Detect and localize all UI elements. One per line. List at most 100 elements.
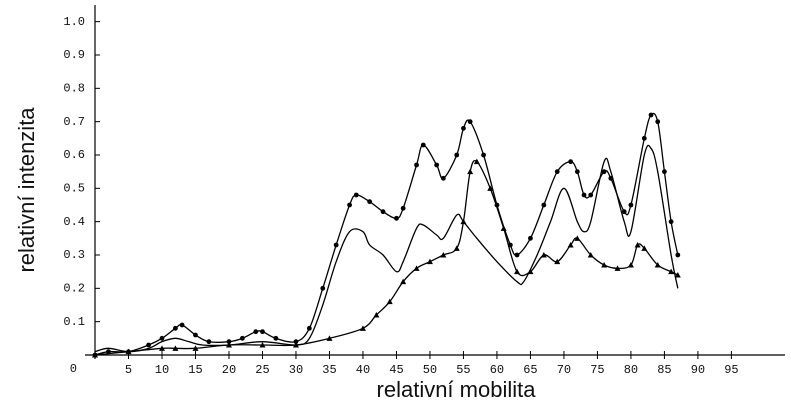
point-marker bbox=[273, 335, 279, 341]
point-marker bbox=[440, 252, 447, 258]
point-marker bbox=[179, 322, 185, 328]
y-tick-label: 0.6 bbox=[63, 148, 85, 162]
x-tick-label: 80 bbox=[624, 363, 638, 377]
x-tick-label: 60 bbox=[490, 363, 504, 377]
point-marker bbox=[674, 272, 681, 278]
point-marker bbox=[159, 335, 165, 341]
series-line bbox=[94, 112, 679, 356]
point-marker bbox=[668, 219, 674, 225]
y-tick-label: 0.9 bbox=[63, 48, 85, 62]
y-tick-label: 1.0 bbox=[63, 15, 85, 29]
point-marker bbox=[601, 262, 608, 268]
point-marker bbox=[634, 242, 641, 248]
point-marker bbox=[367, 199, 373, 205]
point-marker bbox=[347, 202, 352, 208]
point-marker bbox=[158, 345, 165, 351]
point-marker bbox=[654, 262, 661, 268]
x-tick-label: 40 bbox=[356, 363, 370, 377]
point-marker bbox=[541, 202, 547, 208]
point-marker bbox=[675, 252, 681, 258]
x-axis-label: relativní mobilita bbox=[377, 377, 537, 402]
x-tick-label: 20 bbox=[222, 363, 236, 377]
point-marker bbox=[292, 342, 299, 348]
point-marker bbox=[481, 152, 486, 158]
point-marker bbox=[320, 285, 326, 291]
point-marker bbox=[500, 225, 507, 231]
point-marker bbox=[581, 192, 587, 198]
y-tick-label: 0.5 bbox=[63, 182, 85, 196]
point-marker bbox=[426, 258, 433, 265]
point-marker bbox=[353, 192, 359, 198]
point-marker bbox=[225, 342, 232, 348]
point-marker bbox=[413, 265, 420, 271]
point-marker bbox=[662, 169, 667, 175]
point-marker bbox=[473, 158, 480, 165]
point-marker bbox=[627, 262, 634, 268]
point-marker bbox=[621, 209, 627, 215]
point-marker bbox=[333, 242, 339, 248]
x-tick-label: 35 bbox=[322, 363, 336, 377]
point-marker bbox=[259, 342, 266, 348]
point-marker bbox=[467, 119, 473, 125]
point-marker bbox=[628, 202, 634, 208]
point-marker bbox=[420, 142, 426, 148]
point-marker bbox=[460, 218, 467, 225]
point-marker bbox=[239, 335, 245, 341]
point-marker bbox=[574, 169, 580, 175]
x-tick-label: 50 bbox=[423, 363, 437, 377]
point-marker bbox=[554, 258, 561, 265]
series-line bbox=[94, 144, 679, 353]
x-tick-label: 15 bbox=[188, 363, 202, 377]
point-marker bbox=[206, 339, 212, 345]
point-marker bbox=[253, 329, 259, 335]
x-tick-label: 90 bbox=[691, 363, 705, 377]
y-tick-label: 0.4 bbox=[63, 215, 85, 229]
point-marker bbox=[487, 185, 494, 191]
point-marker bbox=[641, 135, 647, 141]
point-marker bbox=[414, 162, 419, 168]
point-marker bbox=[641, 245, 648, 251]
point-marker bbox=[467, 168, 474, 175]
point-marker bbox=[105, 349, 111, 355]
point-marker bbox=[574, 235, 581, 241]
point-marker bbox=[587, 252, 594, 258]
point-marker bbox=[386, 298, 393, 305]
point-marker bbox=[394, 215, 399, 221]
point-marker bbox=[359, 325, 366, 331]
x-tick-label: 75 bbox=[590, 363, 604, 377]
point-marker bbox=[306, 325, 312, 331]
x-tick-label: 70 bbox=[557, 363, 571, 377]
point-marker bbox=[668, 268, 675, 275]
point-marker bbox=[601, 169, 607, 175]
x-tick-label: 30 bbox=[289, 363, 303, 377]
point-marker bbox=[440, 175, 446, 181]
point-marker bbox=[528, 235, 533, 241]
y-tick-label: 0.8 bbox=[63, 82, 85, 96]
point-marker bbox=[226, 339, 232, 345]
point-marker bbox=[514, 268, 521, 275]
point-marker bbox=[567, 242, 574, 248]
x-tick-label: 25 bbox=[255, 363, 269, 377]
point-marker bbox=[92, 352, 98, 358]
point-marker bbox=[527, 268, 534, 275]
y-tick-label: 0.3 bbox=[63, 248, 85, 262]
point-marker bbox=[400, 205, 406, 211]
point-marker bbox=[614, 265, 621, 271]
point-marker bbox=[540, 252, 547, 258]
point-marker bbox=[568, 159, 574, 165]
point-marker bbox=[326, 335, 333, 341]
point-marker bbox=[380, 209, 386, 215]
point-marker bbox=[400, 278, 407, 285]
x-tick-label: 95 bbox=[724, 363, 738, 377]
point-marker bbox=[293, 339, 299, 345]
x-tick-label: 45 bbox=[389, 363, 403, 377]
y-tick-label: 0 bbox=[70, 362, 77, 376]
x-tick-label: 65 bbox=[523, 363, 537, 377]
point-marker bbox=[648, 112, 654, 118]
point-marker bbox=[554, 169, 560, 175]
y-axis-label: relativní intenzita bbox=[14, 107, 39, 273]
point-marker bbox=[172, 345, 179, 351]
x-tick-label: 85 bbox=[657, 363, 671, 377]
x-tick-label: 5 bbox=[125, 363, 132, 377]
